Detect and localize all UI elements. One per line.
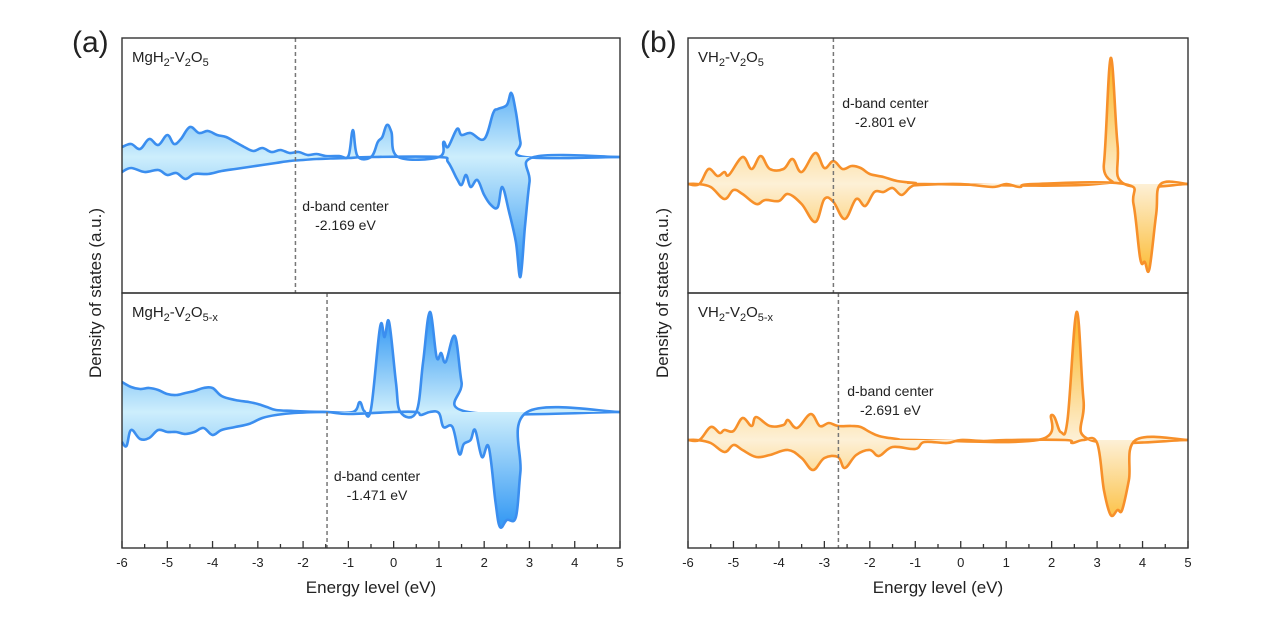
x-tick-label: -2 xyxy=(297,555,309,570)
label-segment: 2 xyxy=(740,57,746,69)
label-segment: 5-x xyxy=(203,312,219,324)
label-segment: MgH xyxy=(132,49,164,66)
spin-up-line xyxy=(121,91,621,161)
label-segment: VH xyxy=(698,304,719,321)
d-band-annotation-value: -2.691 eV xyxy=(860,402,921,418)
x-axis-label: Energy level (eV) xyxy=(873,578,1003,597)
label-segment: -V xyxy=(170,49,185,66)
d-band-annotation-title: d-band center xyxy=(302,198,389,214)
label-segment: 2 xyxy=(164,312,170,324)
label-segment: 5 xyxy=(758,57,764,69)
x-tick-label: -3 xyxy=(819,555,831,570)
d-band-annotation-value: -1.471 eV xyxy=(347,487,408,503)
x-tick-label: -5 xyxy=(161,555,173,570)
label-segment: VH xyxy=(698,49,719,66)
x-tick-label: -6 xyxy=(116,555,128,570)
label-segment: 2 xyxy=(740,312,746,324)
spin-down-line xyxy=(121,153,621,279)
x-axis-label: Energy level (eV) xyxy=(306,578,436,597)
x-tick-label: -5 xyxy=(728,555,740,570)
label-segment: -V xyxy=(725,49,740,66)
y-axis-label: Density of states (a.u.) xyxy=(86,208,105,378)
x-tick-label: 3 xyxy=(1093,555,1100,570)
label-segment: 2 xyxy=(185,312,191,324)
y-axis-label: Density of states (a.u.) xyxy=(653,208,672,378)
x-tick-label: -4 xyxy=(207,555,219,570)
d-band-annotation-value: -2.169 eV xyxy=(315,217,376,233)
x-tick-label: -1 xyxy=(909,555,921,570)
x-tick-label: 5 xyxy=(1184,555,1191,570)
panel-letter: (a) xyxy=(72,26,109,59)
label-segment: -V xyxy=(725,304,740,321)
spin-up-line xyxy=(687,56,1189,189)
x-tick-label: -6 xyxy=(682,555,694,570)
subplot-label: MgH2-V2O5-x xyxy=(132,304,218,324)
label-segment: -V xyxy=(170,304,185,321)
x-tick-label: -1 xyxy=(343,555,355,570)
x-tick-label: 5 xyxy=(616,555,623,570)
x-tick-label: 1 xyxy=(435,555,442,570)
spin-down-line xyxy=(687,180,1189,274)
d-band-annotation-value: -2.801 eV xyxy=(855,114,916,130)
x-tick-label: -2 xyxy=(864,555,876,570)
label-segment: O xyxy=(191,304,203,321)
x-tick-label: 1 xyxy=(1003,555,1010,570)
spin-down-fill xyxy=(688,436,1188,516)
label-segment: 2 xyxy=(719,312,725,324)
spin-up-fill xyxy=(122,92,620,160)
x-tick-label: 0 xyxy=(957,555,964,570)
spin-up-line xyxy=(687,310,1189,445)
subplot-label: VH2-V2O5 xyxy=(698,49,764,69)
d-band-annotation-title: d-band center xyxy=(334,468,421,484)
x-tick-label: 2 xyxy=(481,555,488,570)
x-tick-label: 4 xyxy=(1139,555,1146,570)
d-band-annotation-title: d-band center xyxy=(842,95,929,111)
label-segment: 2 xyxy=(719,57,725,69)
label-segment: 5 xyxy=(203,57,209,69)
label-segment: MgH xyxy=(132,304,164,321)
subplot-label: MgH2-V2O5 xyxy=(132,49,209,69)
label-segment: O xyxy=(746,304,758,321)
spin-up-fill xyxy=(122,311,620,418)
label-segment: O xyxy=(746,49,758,66)
spin-down-line xyxy=(687,435,1189,518)
subplot-label: VH2-V2O5-x xyxy=(698,304,774,324)
x-tick-label: 4 xyxy=(571,555,578,570)
x-tick-label: 2 xyxy=(1048,555,1055,570)
label-segment: 2 xyxy=(185,57,191,69)
spin-down-fill xyxy=(122,155,620,278)
label-segment: 5-x xyxy=(758,312,774,324)
x-tick-label: -3 xyxy=(252,555,264,570)
spin-down-fill xyxy=(688,181,1188,272)
x-tick-label: 0 xyxy=(390,555,397,570)
panel-letter: (b) xyxy=(640,26,677,59)
label-segment: O xyxy=(191,49,203,66)
spin-down-line xyxy=(120,405,621,529)
x-tick-label: 3 xyxy=(526,555,533,570)
x-tick-label: -4 xyxy=(773,555,785,570)
label-segment: 2 xyxy=(164,57,170,69)
spin-up-fill xyxy=(688,311,1188,444)
d-band-annotation-title: d-band center xyxy=(847,383,934,399)
